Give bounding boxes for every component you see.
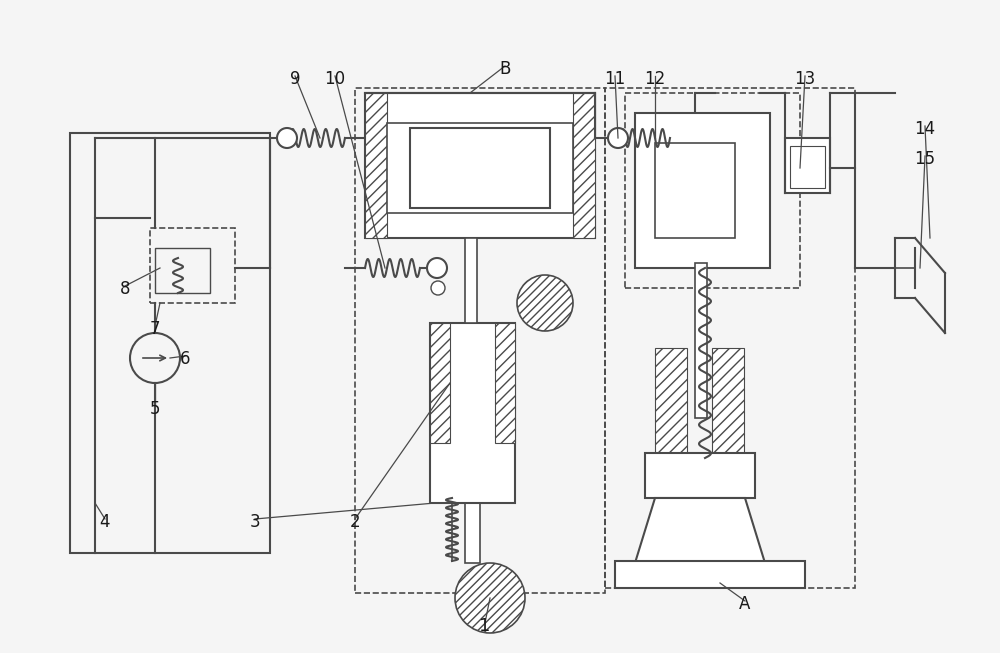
Circle shape (277, 128, 297, 148)
Bar (695, 263, 707, 418)
Text: 1: 1 (479, 617, 491, 635)
Circle shape (431, 281, 445, 295)
Circle shape (517, 275, 573, 331)
Bar (430, 323, 515, 503)
Circle shape (427, 258, 447, 278)
Bar (605, 88, 855, 588)
Bar (712, 348, 744, 458)
Text: B: B (499, 60, 511, 78)
Text: 5: 5 (150, 400, 160, 418)
Bar (655, 348, 687, 458)
Text: 4: 4 (100, 513, 110, 531)
Text: 12: 12 (644, 70, 666, 88)
Bar (410, 128, 550, 208)
Circle shape (608, 128, 628, 148)
Bar (355, 88, 605, 593)
Bar (387, 123, 573, 213)
Text: 7: 7 (150, 320, 160, 338)
Text: A: A (739, 595, 751, 613)
Bar (70, 133, 270, 553)
Bar (635, 113, 770, 268)
Text: 13: 13 (794, 70, 816, 88)
Text: 15: 15 (914, 150, 936, 168)
Bar (615, 561, 805, 588)
Bar (655, 143, 735, 238)
Bar (472, 433, 484, 498)
Bar (365, 93, 387, 238)
Text: 9: 9 (290, 70, 300, 88)
Polygon shape (635, 498, 765, 563)
Bar (155, 248, 210, 293)
Bar (150, 228, 235, 303)
Bar (495, 323, 515, 443)
Bar (465, 498, 480, 563)
Bar (573, 93, 595, 238)
Text: 8: 8 (120, 280, 130, 298)
Bar (430, 323, 450, 443)
Bar (625, 93, 800, 288)
Bar (645, 453, 755, 498)
Text: 3: 3 (250, 513, 260, 531)
Circle shape (455, 563, 525, 633)
Bar (365, 93, 595, 238)
Bar (465, 238, 477, 323)
Text: 10: 10 (324, 70, 346, 88)
Text: 11: 11 (604, 70, 626, 88)
Text: 14: 14 (914, 120, 936, 138)
Text: 6: 6 (180, 350, 190, 368)
Bar (785, 138, 830, 193)
Bar (790, 146, 825, 188)
Text: 2: 2 (350, 513, 360, 531)
